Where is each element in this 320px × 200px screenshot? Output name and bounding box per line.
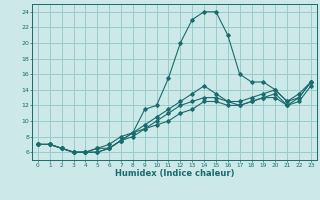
X-axis label: Humidex (Indice chaleur): Humidex (Indice chaleur) (115, 169, 234, 178)
